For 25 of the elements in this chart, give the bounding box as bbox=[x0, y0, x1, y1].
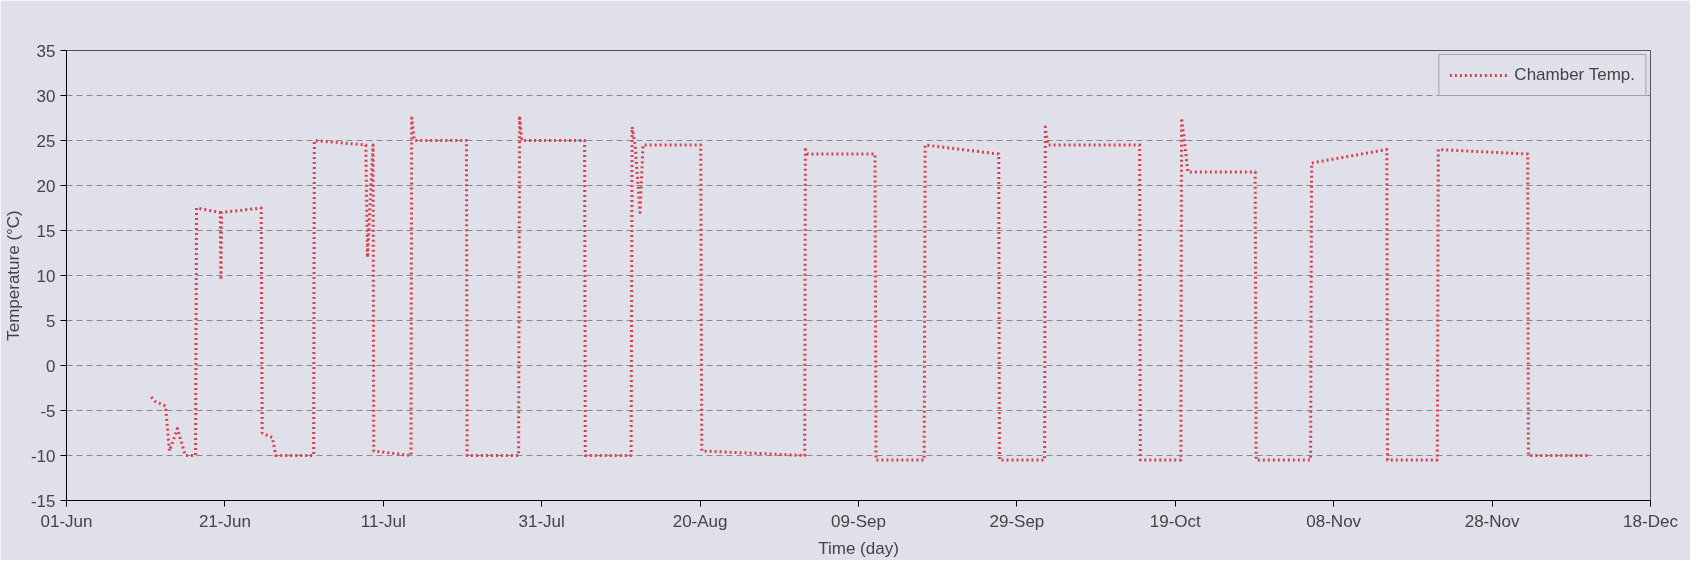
y-tick-label: -15 bbox=[30, 491, 56, 511]
y-tick-label: 10 bbox=[36, 266, 56, 286]
y-tick-label: -5 bbox=[40, 401, 56, 421]
x-tick-label: 21-Jun bbox=[198, 511, 251, 531]
y-tick-label: 0 bbox=[46, 356, 56, 376]
legend-label: Chamber Temp. bbox=[1514, 65, 1635, 85]
y-tick-label: 5 bbox=[46, 311, 56, 331]
x-tick-label: 09-Sep bbox=[831, 511, 886, 531]
x-axis-title: Time (day) bbox=[818, 538, 899, 558]
x-tick-label: 28-Nov bbox=[1464, 511, 1520, 531]
x-tick-label: 08-Nov bbox=[1306, 511, 1362, 531]
y-tick-label: -10 bbox=[30, 446, 56, 466]
y-tick-label: 20 bbox=[36, 176, 56, 196]
y-tick-label: 25 bbox=[36, 131, 56, 151]
y-tick-label: 35 bbox=[36, 41, 56, 61]
x-tick-label: 31-Jul bbox=[518, 511, 565, 531]
x-tick-label: 18-Dec bbox=[1623, 511, 1679, 531]
x-tick-label: 29-Sep bbox=[989, 511, 1045, 531]
y-axis-title: Temperature (°C) bbox=[3, 210, 23, 341]
x-tick-label: 19-Oct bbox=[1149, 511, 1202, 531]
x-tick-label: 01-Jun bbox=[40, 511, 93, 531]
y-tick-label: 30 bbox=[36, 86, 56, 106]
x-tick-label: 20-Aug bbox=[672, 511, 728, 531]
x-tick-label: 11-Jul bbox=[360, 511, 406, 531]
y-tick-label: 15 bbox=[36, 221, 56, 241]
